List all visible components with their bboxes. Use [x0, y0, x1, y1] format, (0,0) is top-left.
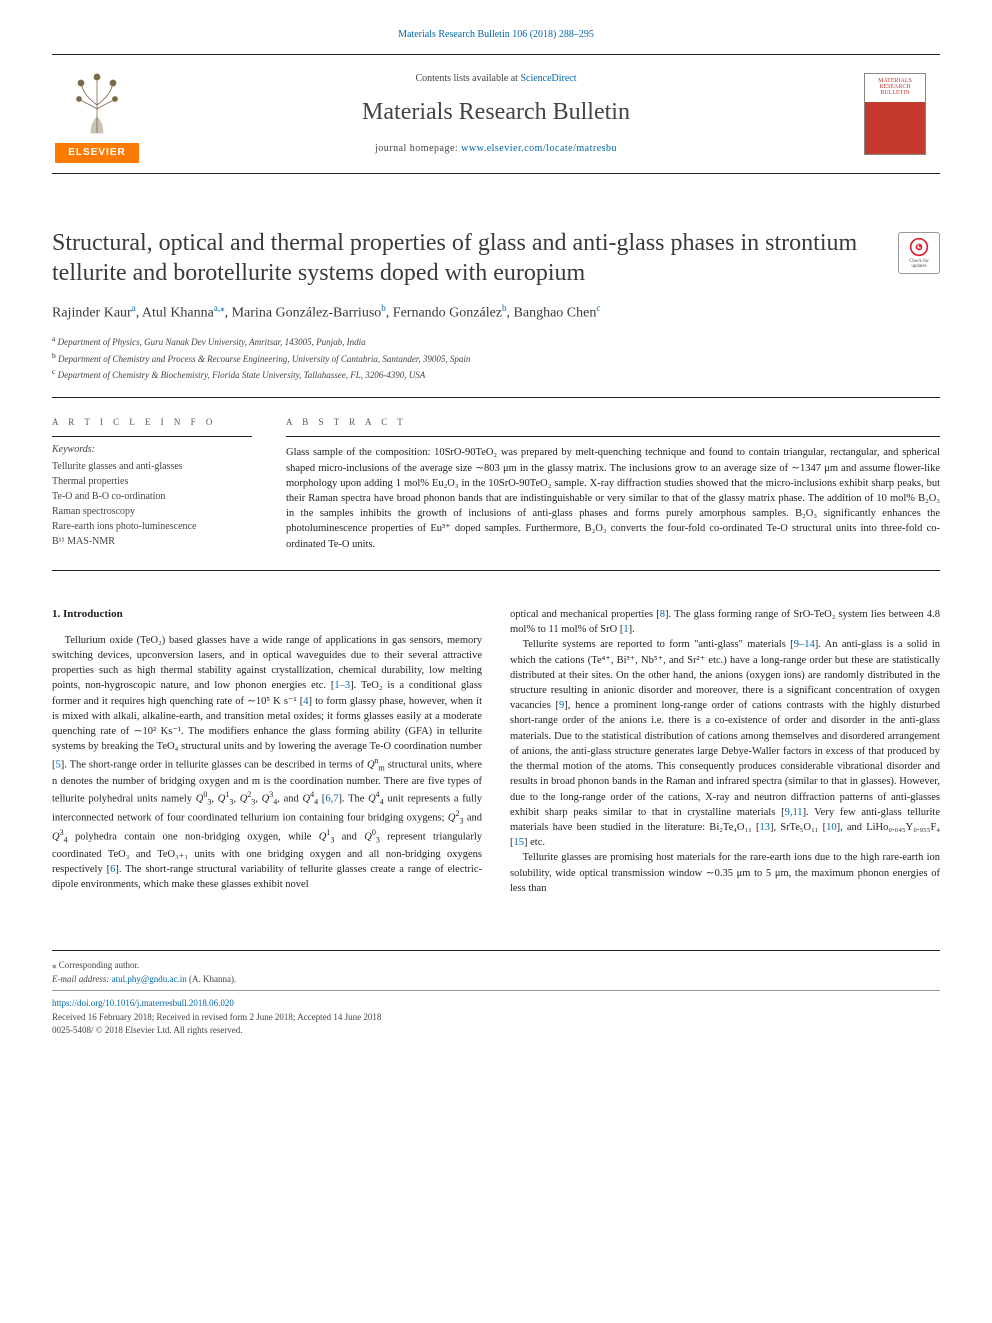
contents-prefix: Contents lists available at	[415, 73, 520, 84]
journal-cover: MATERIALS RESEARCH BULLETIN	[864, 73, 926, 155]
sciencedirect-link[interactable]: ScienceDirect	[520, 73, 576, 84]
body-para-1: Tellurium oxide (TeO₂) based glasses hav…	[52, 633, 482, 892]
body-columns: 1. Introduction Tellurium oxide (TeO₂) b…	[52, 607, 940, 896]
journal-cover-block: MATERIALS RESEARCH BULLETIN	[850, 73, 940, 155]
publisher-block: ELSEVIER	[52, 65, 142, 163]
footer-rule	[52, 990, 940, 991]
body-para-2: optical and mechanical properties [8]. T…	[510, 607, 940, 637]
citation-link[interactable]: Materials Research Bulletin 106 (2018) 2…	[398, 29, 594, 40]
email-line: E-mail address: atul.phy@gndu.ac.in (A. …	[52, 973, 940, 987]
article-info-rule	[52, 436, 252, 437]
body-para-3: Tellurite systems are reported to form "…	[510, 637, 940, 850]
abstract-rule	[286, 436, 940, 437]
check-updates-text: Check forupdates	[909, 259, 929, 269]
abstract-head: A B S T R A C T	[286, 416, 940, 429]
copyright-line: 0025-5408/ © 2018 Elsevier Ltd. All righ…	[52, 1024, 940, 1038]
header-citation: Materials Research Bulletin 106 (2018) 2…	[52, 28, 940, 42]
keyword-item: Raman spectroscopy	[52, 504, 252, 519]
keyword-item: Te-O and B-O co-ordination	[52, 489, 252, 504]
article-info: A R T I C L E I N F O Keywords: Tellurit…	[52, 416, 252, 552]
email-suffix: (A. Khanna).	[187, 974, 236, 984]
journal-name: Materials Research Bulletin	[142, 96, 850, 130]
email-label: E-mail address:	[52, 974, 112, 984]
journal-cover-text: MATERIALS RESEARCH BULLETIN	[869, 78, 921, 96]
body-para-4: Tellurite glasses are promising host mat…	[510, 850, 940, 896]
doi-link[interactable]: https://doi.org/10.1016/j.materresbull.2…	[52, 997, 940, 1011]
authors: Rajinder Kaura, Atul Khannaa,⁎, Marina G…	[52, 302, 940, 323]
journal-homepage: journal homepage: www.elsevier.com/locat…	[142, 142, 850, 156]
footer: ⁎ Corresponding author. E-mail address: …	[52, 950, 940, 1038]
elsevier-tree-icon	[61, 65, 133, 137]
article-info-head: A R T I C L E I N F O	[52, 416, 252, 429]
article-title: Structural, optical and thermal properti…	[52, 228, 878, 288]
homepage-link[interactable]: www.elsevier.com/locate/matresbu	[461, 143, 617, 154]
divider-top	[52, 397, 940, 398]
keywords-list: Tellurite glasses and anti-glassesTherma…	[52, 459, 252, 549]
keyword-item: Thermal properties	[52, 474, 252, 489]
masthead-center: Contents lists available at ScienceDirec…	[142, 72, 850, 156]
masthead: ELSEVIER Contents lists available at Sci…	[52, 54, 940, 174]
check-updates-badge[interactable]: Check forupdates	[898, 232, 940, 274]
received-line: Received 16 February 2018; Received in r…	[52, 1011, 940, 1025]
elsevier-logo: ELSEVIER	[55, 143, 139, 163]
keywords-head: Keywords:	[52, 443, 252, 457]
keyword-item: Tellurite glasses and anti-glasses	[52, 459, 252, 474]
homepage-prefix: journal homepage:	[375, 143, 461, 154]
corresponding-author: ⁎ Corresponding author.	[52, 959, 940, 973]
check-updates-icon	[909, 237, 929, 257]
keyword-item: Rare-earth ions photo-luminescence	[52, 519, 252, 534]
section-heading-1: 1. Introduction	[52, 607, 482, 623]
abstract-text: Glass sample of the composition: 10SrO-9…	[286, 445, 940, 552]
keyword-item: B¹¹ MAS-NMR	[52, 534, 252, 549]
contents-line: Contents lists available at ScienceDirec…	[142, 72, 850, 86]
affiliations: a Department of Physics, Guru Nanak Dev …	[52, 333, 940, 383]
email-link[interactable]: atul.phy@gndu.ac.in	[112, 974, 187, 984]
